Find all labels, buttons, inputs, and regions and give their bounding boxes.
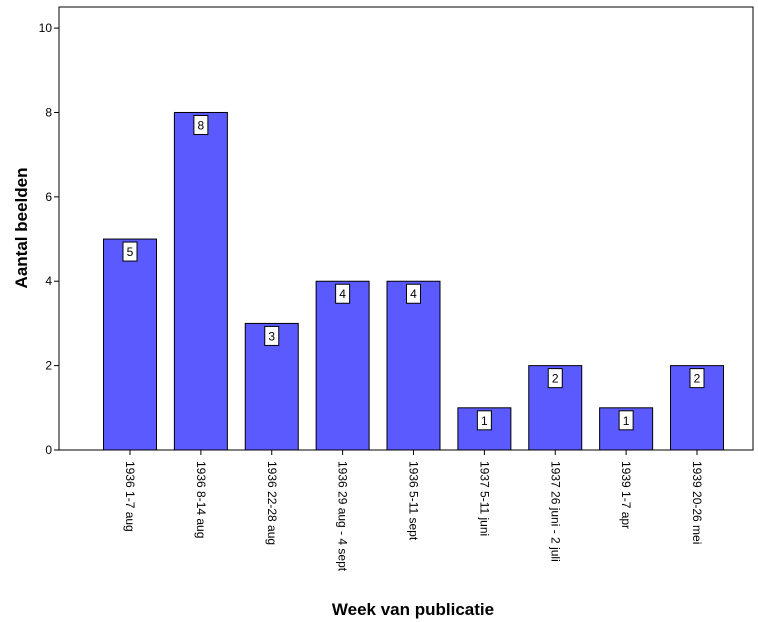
data-label-box [476, 410, 492, 431]
data-label-box [689, 368, 705, 389]
x-tick-label: 1936 22-28 aug [265, 461, 279, 545]
data-label-box [264, 325, 280, 346]
data-label-box [547, 368, 563, 389]
data-label: 2 [694, 372, 701, 386]
bars: 5 8 3 4 4 1 2 1 2 [103, 111, 724, 451]
y-axis: 0 2 4 6 8 10 [39, 21, 59, 457]
y-tick-label: 4 [45, 274, 52, 288]
x-tick-label: 1936 1-7 aug [123, 461, 137, 532]
x-tick-label: 1937 5-11 juni [477, 461, 491, 536]
data-label: 4 [410, 287, 417, 301]
x-tick-label: 1936 8-14 aug [194, 461, 208, 538]
y-tick-label: 2 [45, 359, 52, 373]
data-label-box [193, 114, 209, 135]
y-tick-label: 6 [45, 190, 52, 204]
data-label: 4 [339, 287, 346, 301]
data-label-box [618, 410, 634, 431]
x-tick-label: 1939 20-26 mei [690, 461, 704, 544]
data-label-box [122, 241, 138, 262]
x-tick-label: 1939 1-7 apr [619, 461, 633, 529]
data-label-box [406, 283, 421, 304]
bar [386, 280, 441, 451]
bar [315, 280, 370, 451]
y-tick-label: 0 [45, 443, 52, 457]
bar [103, 238, 157, 451]
data-label: 8 [198, 118, 205, 132]
x-tick-label: 1936 5-11 sept [407, 461, 421, 541]
data-label: 5 [127, 245, 134, 259]
y-axis-title: Aantal beelden [12, 168, 31, 289]
bar [173, 111, 228, 451]
x-axis: 1936 1-7 aug 1936 8-14 aug 1936 22-28 aug 1… [123, 450, 704, 572]
data-label: 1 [481, 414, 488, 428]
x-axis-title: Week van publicatie [332, 600, 494, 619]
x-tick-label: 1936 29 aug - 4 sept [336, 461, 350, 572]
y-tick-label: 8 [45, 105, 52, 119]
y-tick-label: 10 [39, 21, 53, 35]
data-label: 1 [623, 414, 630, 428]
data-label-box [335, 283, 351, 304]
data-label: 3 [268, 329, 275, 343]
data-label: 2 [552, 372, 559, 386]
x-tick-label: 1937 26 juni - 2 juli [548, 461, 562, 562]
